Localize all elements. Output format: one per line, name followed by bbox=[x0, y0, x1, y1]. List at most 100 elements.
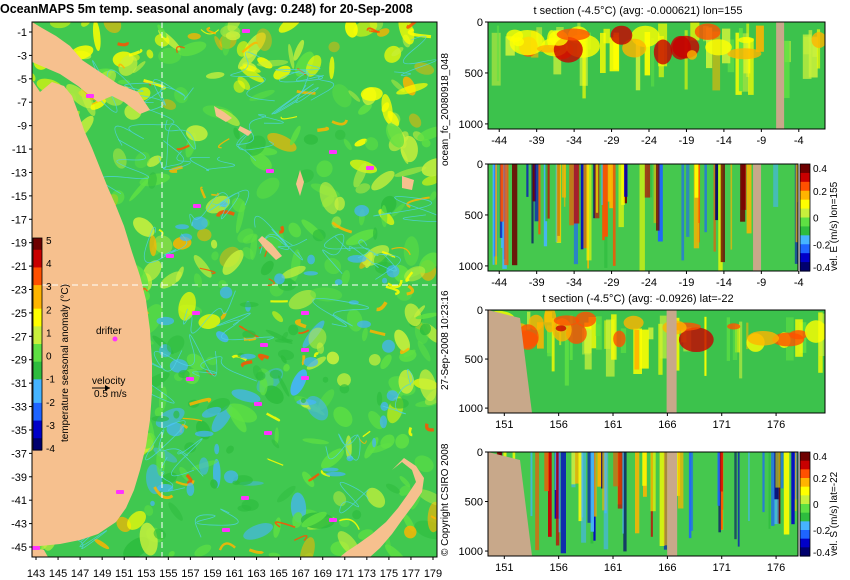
map-lat-tick-label: -23 bbox=[11, 285, 27, 297]
section-depth-tick: 1000 bbox=[459, 403, 483, 415]
map-lon-tick-label: 157 bbox=[181, 568, 199, 580]
velocity-colorbar-tick: 0 bbox=[813, 500, 819, 511]
section-x-tick: 161 bbox=[604, 419, 622, 431]
map-lat-tick-label: -7 bbox=[17, 97, 27, 109]
map-lat-tick-label: -41 bbox=[11, 495, 27, 507]
map-colorbar-tick: -2 bbox=[46, 398, 55, 409]
map-lon-tick-label: 173 bbox=[358, 568, 376, 580]
map-lon-tick-label: 151 bbox=[115, 568, 133, 580]
section-x-tick: 161 bbox=[604, 562, 622, 574]
map-lat-tick-label: -19 bbox=[11, 238, 27, 250]
section-x-tick: -4 bbox=[794, 135, 804, 147]
velocity-colorbar-tick: 0 bbox=[813, 214, 819, 225]
map-lon-tick-label: 153 bbox=[137, 568, 155, 580]
land-tasmania bbox=[32, 548, 48, 557]
section-x-tick: -9 bbox=[756, 135, 766, 147]
timestamp-label: 27-Sep-2008 10:23:16 bbox=[440, 290, 451, 390]
map-lon-tick-label: 167 bbox=[291, 568, 309, 580]
map-lat-tick-label: -39 bbox=[11, 472, 27, 484]
map-colorbar-tick: -3 bbox=[46, 421, 55, 432]
map-lon-tick-label: 143 bbox=[27, 568, 45, 580]
land-new-guinea bbox=[32, 22, 150, 114]
map-lon-tick-label: 145 bbox=[49, 568, 67, 580]
section-x-tick: 151 bbox=[495, 562, 513, 574]
section-depth-tick: 1000 bbox=[459, 119, 483, 131]
velocity-colorbar-label: vel. E (m/s) lon=155 bbox=[829, 181, 840, 271]
run-label: ocean_fc_20080918_048 bbox=[440, 53, 451, 166]
section-depth-tick: 1000 bbox=[459, 546, 483, 558]
land-solomon-islands bbox=[214, 106, 252, 136]
map-lat-tick-label: -45 bbox=[11, 542, 27, 554]
section-depth-tick: 0 bbox=[477, 447, 483, 459]
map-lat-tick-label: -25 bbox=[11, 308, 27, 320]
velocity-colorbar-tick: -0.2 bbox=[813, 240, 831, 251]
section-x-tick: 156 bbox=[549, 562, 567, 574]
map-colorbar-tick: 1 bbox=[46, 328, 52, 339]
section-panel-title: t section (-4.5°C) (avg: -0.0926) lat=-2… bbox=[542, 293, 733, 305]
drifter-label: drifter bbox=[96, 326, 122, 337]
land-new-caledonia bbox=[258, 236, 282, 260]
map-lat-tick-label: -33 bbox=[11, 402, 27, 414]
section-x-tick: -39 bbox=[529, 135, 545, 147]
section-x-tick: -4 bbox=[794, 277, 804, 289]
map-title: OceanMAPS 5m temp. seasonal anomaly (avg… bbox=[0, 2, 413, 16]
land-fiji bbox=[402, 176, 414, 190]
map-lon-tick-label: 169 bbox=[314, 568, 332, 580]
land-vanuatu bbox=[296, 170, 304, 196]
section-depth-tick: 0 bbox=[477, 305, 483, 317]
drifter-legend-marker bbox=[112, 336, 118, 342]
velocity-colorbar-tick: -0.4 bbox=[813, 548, 831, 559]
map-colorbar: 5 4 3 2 1 0 -1 -2 -3 -4 temperature seasonal anom… bbox=[32, 236, 71, 455]
map-lon-tick-label: 175 bbox=[380, 568, 398, 580]
map-lat-tick-label: -13 bbox=[11, 167, 27, 179]
map-colorbar-tick: 4 bbox=[46, 259, 52, 270]
map-colorbar-tick: 2 bbox=[46, 305, 52, 316]
section-x-tick: 176 bbox=[767, 562, 785, 574]
section-panel-title: t section (-4.5°C) (avg: -0.000621) lon=… bbox=[534, 5, 743, 17]
section-x-tick: -39 bbox=[529, 277, 545, 289]
map-lat-tick-label: -5 bbox=[17, 74, 27, 86]
map-lon-tick-label: 177 bbox=[402, 568, 420, 580]
section-x-tick: 151 bbox=[495, 419, 513, 431]
velocity-colorbar-label: vel. S (m/s) lat=-22 bbox=[829, 471, 840, 556]
map-lon-tick-label: 155 bbox=[159, 568, 177, 580]
map-lat-tick-label: -29 bbox=[11, 355, 27, 367]
section-x-tick: -19 bbox=[679, 135, 695, 147]
section-x-tick: -44 bbox=[491, 277, 507, 289]
section-depth-tick: 500 bbox=[465, 210, 483, 222]
map-lon-tick-label: 171 bbox=[336, 568, 354, 580]
section-x-tick: 166 bbox=[658, 419, 676, 431]
section-x-tick: 171 bbox=[713, 419, 731, 431]
velocity-colorbar-tick: -0.4 bbox=[813, 263, 831, 274]
map-lat-tick-label: -43 bbox=[11, 519, 27, 531]
map-colorbar-tick: 0 bbox=[46, 352, 52, 363]
section-panels: t section (-4.5°C) (avg: -0.000621) lon=… bbox=[459, 5, 840, 574]
velocity-colorbar-tick: 0.4 bbox=[813, 452, 827, 463]
map-lat-tick-label: -9 bbox=[17, 121, 27, 133]
map-colorbar-label: temperature seasonal anomaly (°C) bbox=[60, 284, 71, 442]
section-panel-1: t section (-4.5°C) (avg: -0.000621) lon=… bbox=[459, 5, 826, 147]
section-x-tick: -24 bbox=[641, 277, 657, 289]
section-depth-tick: 1000 bbox=[459, 261, 483, 273]
section-x-tick: 171 bbox=[713, 562, 731, 574]
map-colorbar-tick: 3 bbox=[46, 282, 52, 293]
section-x-tick: 166 bbox=[658, 562, 676, 574]
section-x-tick: -29 bbox=[604, 135, 620, 147]
section-x-tick: -24 bbox=[641, 135, 657, 147]
velocity-colorbar-tick: 0.4 bbox=[813, 164, 827, 175]
section-x-tick: -19 bbox=[679, 277, 695, 289]
velocity-colorbar-tick: 0.2 bbox=[813, 187, 827, 198]
map-lon-tick-label: 165 bbox=[269, 568, 287, 580]
section-depth-tick: 500 bbox=[465, 68, 483, 80]
section-x-tick: 156 bbox=[549, 419, 567, 431]
section-x-tick: -9 bbox=[756, 277, 766, 289]
map-lat-tick-label: -31 bbox=[11, 378, 27, 390]
land-australia bbox=[32, 80, 152, 546]
section-depth-tick: 500 bbox=[465, 354, 483, 366]
map-lon-tick-label: 159 bbox=[203, 568, 221, 580]
section-x-tick: -34 bbox=[566, 135, 582, 147]
section-x-tick: -29 bbox=[604, 277, 620, 289]
map-lat-ticks: -1 -3 -5 -7 -9 -11 -13 -15 -17 -19 -21 -23 -25 -27 -29… bbox=[11, 27, 32, 554]
map-lon-tick-label: 163 bbox=[247, 568, 265, 580]
